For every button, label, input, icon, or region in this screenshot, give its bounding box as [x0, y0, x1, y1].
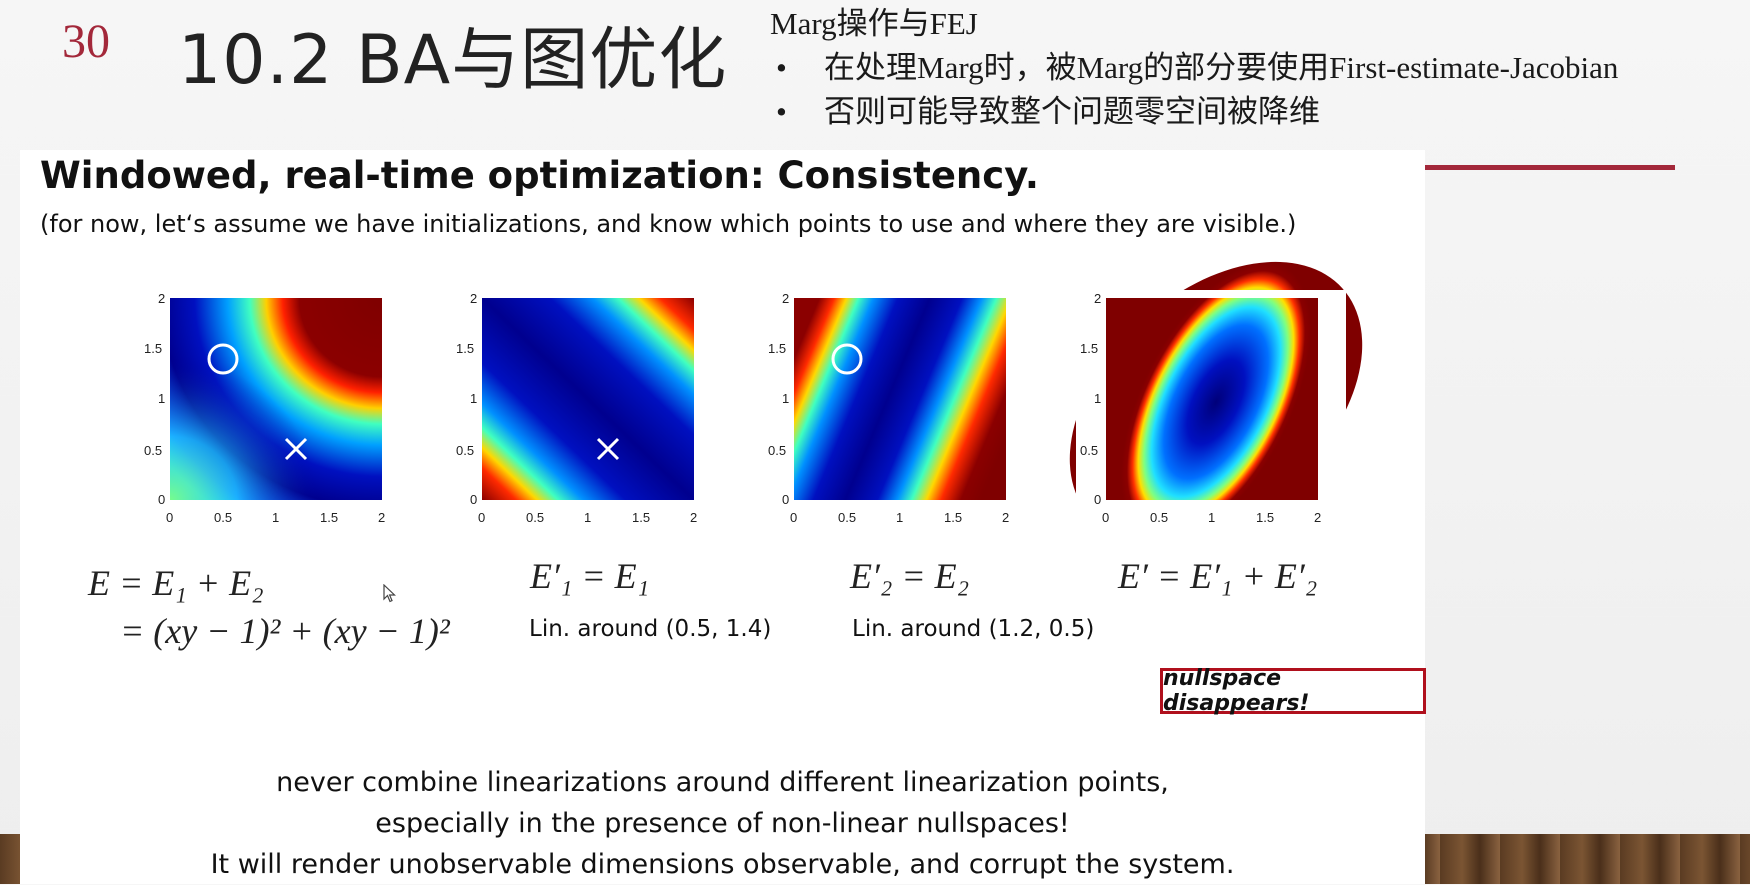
bullet-symbol: •: [776, 94, 787, 129]
page-number: 30: [62, 15, 110, 68]
panel-subtitle: (for now, let‘s assume we have initializ…: [40, 210, 1297, 238]
y-tick-label: 0.5: [456, 443, 474, 458]
notes-bullet-text: 在处理Marg时，被Marg的部分要使用First-estimate-Jacob…: [824, 50, 1619, 85]
cross-marker: [596, 437, 620, 461]
y-tick-label: 2: [782, 291, 789, 306]
x-tick-label: 1: [1208, 510, 1215, 525]
x-tick-label: 1.5: [944, 510, 962, 525]
cross-marker: [284, 437, 308, 461]
notes-bullet-2: • 否则可能导致整个问题零空间被降维: [770, 90, 1618, 134]
y-tick-label: 0: [1094, 492, 1101, 507]
equation-e-expanded: = (xy − 1)² + (xy − 1)²: [120, 611, 450, 651]
heatmap-plot-e1: 2 1.5 1 0.5 0 0 0.5 1 1.5 2: [452, 290, 722, 550]
x-tick-label: 1: [584, 510, 591, 525]
heatmap-plot-e-prime: 2 1.5 1 0.5 0 0 0.5 1 1.5 2: [1069, 261, 1363, 550]
panel-title: Windowed, real-time optimization: Consis…: [40, 154, 1039, 197]
y-tick-label: 1.5: [456, 341, 474, 356]
equation-e: E = E₁ + E₂: [88, 563, 264, 603]
circle-marker: [207, 343, 239, 375]
nullspace-callout: nullspace disappears!: [1160, 666, 1426, 716]
y-tick-label: 2: [158, 291, 165, 306]
x-tick-label: 1.5: [1256, 510, 1274, 525]
heatmap-area: [482, 298, 694, 500]
conclusion-text: never combine linearizations around diff…: [20, 762, 1425, 885]
conclusion-line: never combine linearizations around diff…: [276, 767, 1169, 798]
x-tick-label: 0.5: [838, 510, 856, 525]
x-tick-label: 0: [1102, 510, 1109, 525]
x-tick-label: 0.5: [214, 510, 232, 525]
x-tick-label: 0: [166, 510, 173, 525]
x-tick-label: 2: [690, 510, 697, 525]
notes-bullet-text: 否则可能导致整个问题零空间被降维: [824, 94, 1320, 129]
heatmap-plot-e: 2 1.5 1 0.5 0 0 0.5 1 1.5 2: [140, 290, 410, 550]
notes-bullet-1: • 在处理Marg时，被Marg的部分要使用First-estimate-Jac…: [770, 46, 1618, 90]
y-tick-label: 0: [782, 492, 789, 507]
x-tick-label: 2: [1002, 510, 1009, 525]
accent-line: [1425, 165, 1675, 170]
bullet-symbol: •: [776, 50, 787, 85]
x-tick-label: 2: [1314, 510, 1321, 525]
mouse-cursor-icon: [383, 583, 397, 609]
circle-marker: [831, 343, 863, 375]
heatmap-plot-e2: 2 1.5 1 0.5 0 0 0.5 1 1.5 2: [764, 290, 1034, 550]
y-tick-label: 2: [470, 291, 477, 306]
x-tick-label: 1: [272, 510, 279, 525]
y-tick-label: 0.5: [1080, 443, 1098, 458]
conclusion-line: especially in the presence of non-linear…: [375, 808, 1070, 839]
y-tick-label: 0.5: [768, 443, 786, 458]
conclusion-line: It will render unobservable dimensions o…: [210, 849, 1235, 880]
y-tick-label: 1: [1094, 391, 1101, 406]
notes-heading: Marg操作与FEJ: [770, 6, 978, 41]
x-tick-label: 1.5: [632, 510, 650, 525]
equation-e2-prime: E′₂ = E₂: [850, 556, 970, 596]
y-tick-label: 1.5: [144, 341, 162, 356]
equation-e1-prime: E′₁ = E₁: [530, 556, 650, 596]
y-tick-label: 0.5: [144, 443, 162, 458]
equation-e-prime: E′ = E′₁ + E′₂: [1118, 556, 1318, 596]
linearization-caption-2: Lin. around (1.2, 0.5): [852, 616, 1095, 642]
x-tick-label: 0.5: [526, 510, 544, 525]
y-tick-label: 0: [158, 492, 165, 507]
embedded-slide-panel: Windowed, real-time optimization: Consis…: [20, 150, 1426, 885]
y-tick-label: 1: [158, 391, 165, 406]
slide-title: 10.2 BA与图优化: [178, 21, 728, 100]
y-tick-label: 1.5: [768, 341, 786, 356]
y-tick-label: 0: [470, 492, 477, 507]
y-tick-label: 1.5: [1080, 341, 1098, 356]
notes: Marg操作与FEJ • 在处理Marg时，被Marg的部分要使用First-e…: [770, 2, 1618, 134]
y-tick-label: 1: [470, 391, 477, 406]
y-tick-label: 2: [1094, 291, 1101, 306]
y-tick-label: 1: [782, 391, 789, 406]
x-tick-label: 1: [896, 510, 903, 525]
x-tick-label: 0.5: [1150, 510, 1168, 525]
heatmap-area: [794, 298, 1006, 500]
x-tick-label: 0: [790, 510, 797, 525]
x-tick-label: 0: [478, 510, 485, 525]
linearization-caption-1: Lin. around (0.5, 1.4): [529, 616, 772, 642]
x-tick-label: 2: [378, 510, 385, 525]
x-tick-label: 1.5: [320, 510, 338, 525]
